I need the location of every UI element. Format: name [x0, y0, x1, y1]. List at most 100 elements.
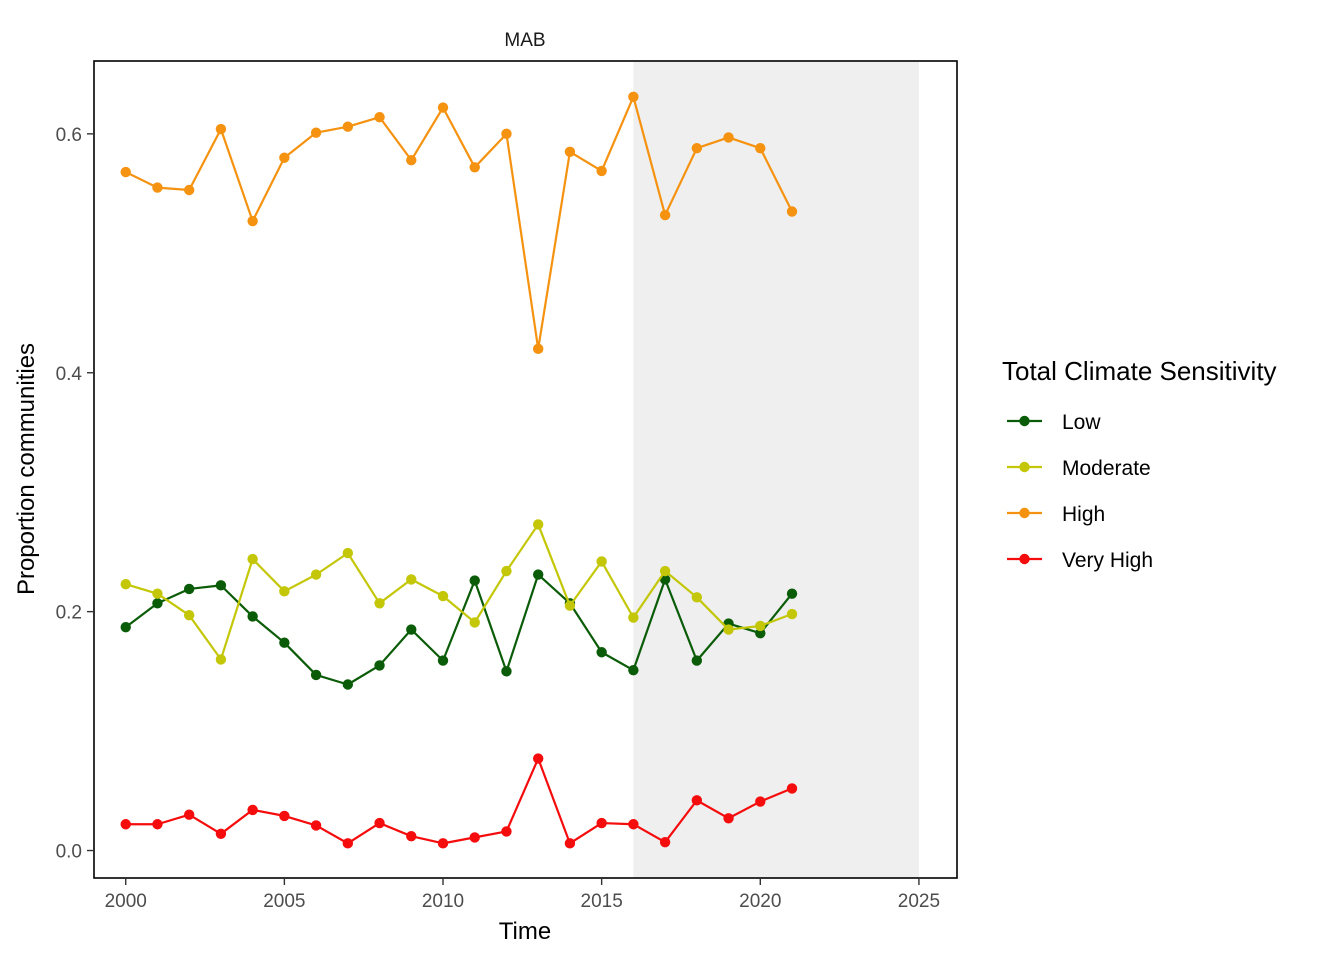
data-point-high: [310, 127, 322, 138]
legend-label: Low: [1062, 411, 1101, 434]
data-point-low: [183, 583, 195, 595]
x-axis: 2000 2005 2010 2015 2020 2025: [105, 878, 940, 912]
data-point-moderate: [342, 547, 354, 559]
data-point-high: [183, 184, 195, 196]
legend-key-point: [1019, 553, 1030, 565]
data-point-high: [723, 132, 734, 143]
data-point-low: [342, 679, 354, 690]
shaded-projection-region: [633, 61, 919, 878]
data-point-low: [279, 637, 290, 648]
legend-key-point: [1019, 415, 1030, 427]
x-axis-title: Time: [499, 918, 551, 945]
series-line-low: [125, 573, 793, 686]
data-point-high: [691, 142, 703, 154]
x-tick-label: 2015: [581, 891, 623, 912]
y-tick-label: 0.2: [56, 603, 82, 624]
data-point-very-high: [310, 820, 322, 831]
data-point-low: [247, 611, 258, 622]
legend-label: Very High: [1062, 549, 1153, 572]
legend-label: High: [1062, 503, 1105, 526]
data-point-very-high: [786, 783, 798, 794]
data-point-very-high: [691, 795, 703, 806]
data-point-very-high: [183, 809, 195, 820]
y-tick-label: 0.6: [56, 125, 82, 146]
legend-item-moderate: Moderate: [1007, 457, 1151, 480]
data-point-moderate: [437, 590, 449, 602]
data-point-very-high: [152, 819, 163, 830]
series-line-very-high: [125, 757, 793, 845]
data-point-high: [659, 209, 671, 221]
x-tick-label: 2020: [739, 891, 781, 912]
data-point-very-high: [628, 819, 639, 830]
data-point-moderate: [120, 578, 131, 590]
data-point-moderate: [659, 565, 671, 577]
data-point-very-high: [374, 817, 385, 829]
data-point-high: [215, 123, 227, 135]
data-point-very-high: [120, 819, 131, 830]
series-line-high: [125, 95, 793, 350]
data-point-low: [120, 621, 131, 633]
data-point-high: [279, 152, 290, 163]
series-high: [120, 91, 798, 355]
data-point-very-high: [596, 817, 607, 829]
data-point-high: [247, 215, 258, 227]
facet-strip-label: MAB: [504, 30, 545, 51]
data-point-moderate: [564, 600, 576, 611]
data-point-high: [437, 102, 449, 113]
data-point-low: [691, 655, 703, 666]
data-point-moderate: [406, 574, 417, 585]
legend-item-low: Low: [1007, 411, 1101, 434]
data-point-high: [406, 154, 417, 166]
data-point-high: [152, 182, 163, 193]
legend-key-point: [1019, 507, 1030, 519]
data-point-very-high: [247, 804, 258, 816]
data-point-moderate: [469, 617, 480, 628]
series-moderate: [120, 519, 798, 665]
data-point-moderate: [152, 588, 163, 599]
data-point-low: [374, 660, 385, 671]
series-line-moderate: [125, 523, 793, 661]
data-point-high: [120, 166, 131, 178]
data-point-very-high: [755, 796, 766, 807]
data-point-very-high: [501, 826, 512, 837]
data-point-low: [755, 627, 766, 639]
x-tick-label: 2005: [263, 891, 305, 912]
data-point-moderate: [628, 612, 639, 623]
data-point-very-high: [406, 830, 417, 842]
data-point-low: [786, 588, 798, 599]
data-point-moderate: [310, 569, 322, 580]
data-point-high: [469, 162, 480, 173]
legend-item-high: High: [1007, 503, 1105, 526]
data-point-low: [628, 664, 639, 676]
series-low: [120, 569, 798, 690]
data-point-high: [596, 165, 607, 177]
data-point-high: [564, 146, 576, 157]
plot-panel: [93, 60, 958, 879]
data-point-moderate: [596, 556, 607, 567]
data-point-low: [152, 598, 163, 609]
data-point-very-high: [215, 828, 227, 840]
data-point-high: [786, 206, 798, 217]
data-point-moderate: [501, 565, 512, 577]
data-point-very-high: [532, 753, 544, 764]
data-point-moderate: [183, 610, 195, 621]
panel-border: [93, 60, 958, 879]
data-point-high: [342, 121, 354, 132]
data-point-moderate: [247, 553, 258, 565]
data-point-very-high: [564, 838, 576, 849]
data-point-moderate: [786, 608, 798, 620]
data-point-high: [374, 111, 385, 123]
series-layer: [120, 91, 798, 849]
legend-title: Total Climate Sensitivity: [1002, 356, 1277, 386]
data-point-very-high: [437, 838, 449, 849]
data-point-very-high: [342, 838, 354, 849]
data-point-low: [469, 575, 480, 586]
data-point-high: [532, 343, 544, 355]
data-point-moderate: [755, 620, 766, 632]
data-point-low: [501, 666, 512, 677]
legend-key-point: [1019, 461, 1030, 473]
data-point-moderate: [691, 592, 703, 603]
data-point-moderate: [374, 598, 385, 609]
data-point-low: [406, 624, 417, 635]
